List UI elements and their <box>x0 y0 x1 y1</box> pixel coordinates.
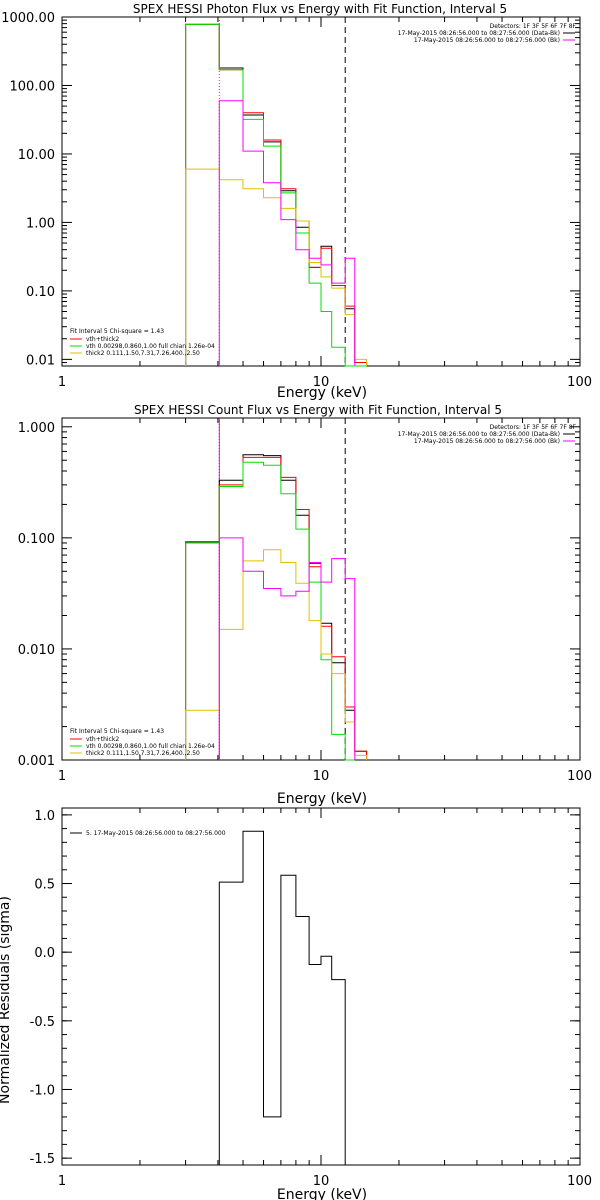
x-tick-label: 1 <box>58 769 66 784</box>
photon-flux-legend-vth: vth 0.00298,0.860,1.00 full chian 1.26e-… <box>86 343 215 350</box>
residuals-legend: 5. 17-May-2015 08:26:56.000 to 08:27:56.… <box>70 830 226 837</box>
photon-flux-fit-text: Fit Interval 5 Chi-square = 1.43 <box>70 328 164 335</box>
y-tick-label: 0.01 <box>26 353 55 368</box>
photon-flux-bk-interval-text: 17-May-2015 08:26:56.000 to 08:27:56.000… <box>414 37 560 44</box>
count-flux-panel: SPEX HESSI Count Flux vs Energy with Fit… <box>18 403 592 807</box>
y-tick-label: 1.0 <box>34 809 55 824</box>
photon-flux-detectors-text: Detectors: 1F 3F 5F 6F 7F 8F <box>490 23 577 30</box>
photon-flux-legend-total: vth+thick2 <box>86 336 119 343</box>
photon-flux-title: SPEX HESSI Photon Flux vs Energy with Fi… <box>133 2 507 16</box>
count-flux-legend-vth: vth 0.00298,0.860,1.00 full chian 1.26e-… <box>86 743 215 750</box>
series-data-line <box>185 456 368 760</box>
count-flux-data-interval-text: 17-May-2015 08:26:56.000 to 08:27:56.000… <box>398 431 560 438</box>
count-flux-title: SPEX HESSI Count Flux vs Energy with Fit… <box>134 403 502 417</box>
count-flux-fit-text: Fit Interval 5 Chi-square = 1.43 <box>70 728 164 735</box>
series-vth-line <box>185 461 355 761</box>
y-tick-label: 0.001 <box>18 754 55 769</box>
y-tick-label: 1000.00 <box>1 11 55 26</box>
y-tick-label: -1.5 <box>30 1152 55 1167</box>
series-vth-thick2-line <box>185 23 368 366</box>
x-tick-label: 10 <box>313 769 330 784</box>
photon-flux-legend-thick2: thick2 0.111,1.50,7.31,7.26,400.,2.50 <box>86 350 200 357</box>
count-flux-legend-thick2: thick2 0.111,1.50,7.31,7.26,400.,2.50 <box>86 750 200 757</box>
x-tick-label: 1 <box>58 375 66 390</box>
x-tick-label: 100 <box>567 375 592 390</box>
y-tick-label: 100.00 <box>10 79 56 94</box>
series-vth-line <box>185 23 367 367</box>
residuals-y-label: Normalized Residuals (sigma) <box>0 896 13 1104</box>
series-thick2-line <box>185 549 368 760</box>
series-vth-thick2-line <box>185 454 368 760</box>
y-tick-label: 10.00 <box>18 148 55 163</box>
count-flux-bk-interval-text: 17-May-2015 08:26:56.000 to 08:27:56.000… <box>414 438 560 445</box>
x-tick-label: 10 <box>313 375 330 390</box>
series-5-17-may-2015-08-26-56-000-to-08-27-56-000-line <box>218 830 346 1165</box>
residuals-legend-text: 5. 17-May-2015 08:26:56.000 to 08:27:56.… <box>86 830 226 837</box>
photon-flux-header: Detectors: 1F 3F 5F 6F 7F 8F 17-May-2015… <box>398 23 577 44</box>
photon-flux-legend: Fit Interval 5 Chi-square = 1.43 vth+thi… <box>70 328 215 357</box>
y-tick-label: 1.000 <box>18 421 55 436</box>
y-tick-label: 0.100 <box>18 532 55 547</box>
y-tick-label: 0.5 <box>34 878 55 893</box>
series-background-line <box>218 537 356 760</box>
y-tick-label: -1.0 <box>30 1083 55 1098</box>
count-flux-header: Detectors: 1F 3F 5F 6F 7F 8F 17-May-2015… <box>398 424 577 445</box>
x-tick-label: 10 <box>313 1174 330 1189</box>
photon-flux-panel: SPEX HESSI Photon Flux vs Energy with Fi… <box>1 2 592 401</box>
residuals-panel: 1 10 100 1.0 0.5 0.0 -0.5 -1.0 -1.5 5. 17-May-20… <box>0 807 592 1200</box>
photon-flux-data-interval-text: 17-May-2015 08:26:56.000 to 08:27:56.000… <box>398 30 560 37</box>
series-data-line <box>185 23 368 366</box>
y-tick-label: 0.010 <box>18 643 55 658</box>
count-flux-legend-total: vth+thick2 <box>86 736 119 743</box>
photon-flux-x-label: Energy (keV) <box>277 385 367 401</box>
x-tick-label: 100 <box>567 1174 592 1189</box>
y-tick-label: 0.0 <box>34 946 55 961</box>
y-tick-label: 0.10 <box>26 285 55 300</box>
count-flux-detectors-text: Detectors: 1F 3F 5F 6F 7F 8F <box>490 424 577 431</box>
count-flux-x-label: Energy (keV) <box>277 791 367 807</box>
residuals-plot-frame <box>61 807 581 1166</box>
residuals-x-label: Energy (keV) <box>277 1187 367 1200</box>
photon-flux-plot-frame <box>61 16 581 367</box>
x-tick-label: 100 <box>567 769 592 784</box>
count-flux-legend: Fit Interval 5 Chi-square = 1.43 vth+thi… <box>70 728 215 757</box>
y-tick-label: 1.00 <box>26 216 55 231</box>
series-background-line <box>218 100 356 366</box>
series-thick2-line <box>185 168 368 366</box>
x-tick-label: 1 <box>58 1174 66 1189</box>
y-tick-label: -0.5 <box>30 1015 55 1030</box>
